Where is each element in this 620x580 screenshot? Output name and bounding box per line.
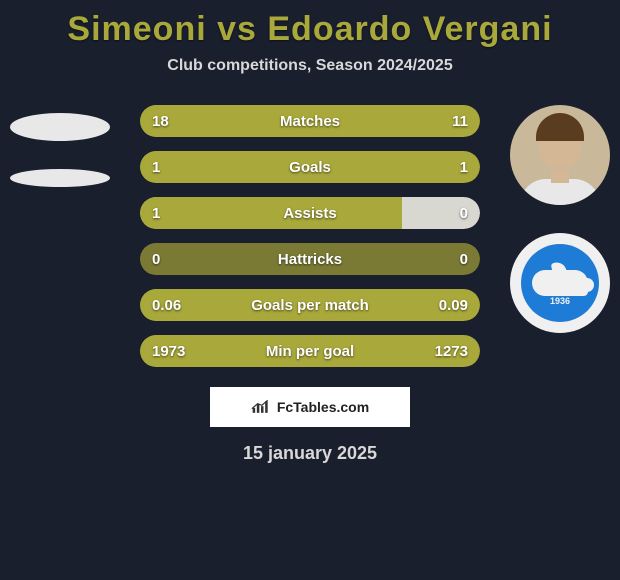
value-left: 18 — [152, 113, 169, 130]
value-left: 1 — [152, 205, 160, 222]
dolphin-icon — [532, 270, 588, 296]
chart-icon — [251, 399, 271, 415]
player1-club-placeholder — [10, 169, 110, 187]
value-left: 0.06 — [152, 297, 181, 314]
value-left: 1973 — [152, 343, 185, 360]
stat-label: Min per goal — [266, 343, 354, 360]
comparison-infographic: Simeoni vs Edoardo Vergani Club competit… — [0, 0, 620, 580]
stat-label: Goals per match — [251, 297, 369, 314]
player2-avatar — [510, 105, 610, 205]
value-right: 1 — [460, 159, 468, 176]
stat-label: Matches — [280, 113, 340, 130]
club-year: 1936 — [550, 296, 570, 306]
date-text: 15 january 2025 — [0, 443, 620, 464]
stat-row: 0.06 Goals per match 0.09 — [140, 289, 480, 321]
stats-bars: 18Matches111Goals11Assists00Hattricks00.… — [140, 105, 480, 367]
stat-row: 1973 Min per goal 1273 — [140, 335, 480, 367]
value-right: 11 — [452, 113, 468, 130]
bar-left — [140, 151, 310, 183]
value-right: 0 — [460, 205, 468, 222]
subtitle: Club competitions, Season 2024/2025 — [0, 57, 620, 75]
page-title: Simeoni vs Edoardo Vergani — [0, 10, 620, 49]
right-player-images: 1936 — [510, 105, 610, 333]
stat-row: 0 Hattricks 0 — [140, 243, 480, 275]
player1-avatar-placeholder — [10, 113, 110, 141]
content-area: 1936 18Matches111Goals11Assists00Hattric… — [0, 105, 620, 367]
left-player-placeholders — [10, 113, 110, 187]
bar-left — [140, 197, 402, 229]
stat-label: Hattricks — [278, 251, 342, 268]
stat-row: 18 Matches 11 — [140, 105, 480, 137]
branding-box: FcTables.com — [210, 387, 410, 427]
stat-label: Assists — [283, 205, 336, 222]
player2-club-badge: 1936 — [510, 233, 610, 333]
value-right: 1273 — [435, 343, 468, 360]
stat-label: Goals — [289, 159, 331, 176]
value-right: 0 — [460, 251, 468, 268]
value-left: 0 — [152, 251, 160, 268]
value-right: 0.09 — [439, 297, 468, 314]
value-left: 1 — [152, 159, 160, 176]
brand-text: FcTables.com — [277, 399, 369, 415]
stat-row: 1 Goals 1 — [140, 151, 480, 183]
stat-row: 1 Assists 0 — [140, 197, 480, 229]
